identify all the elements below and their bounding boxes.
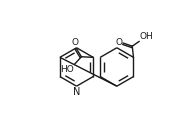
Text: OH: OH: [139, 32, 153, 41]
Text: O: O: [72, 38, 79, 47]
Text: N: N: [73, 87, 80, 97]
Text: O: O: [116, 38, 123, 47]
Text: HO: HO: [60, 65, 74, 74]
